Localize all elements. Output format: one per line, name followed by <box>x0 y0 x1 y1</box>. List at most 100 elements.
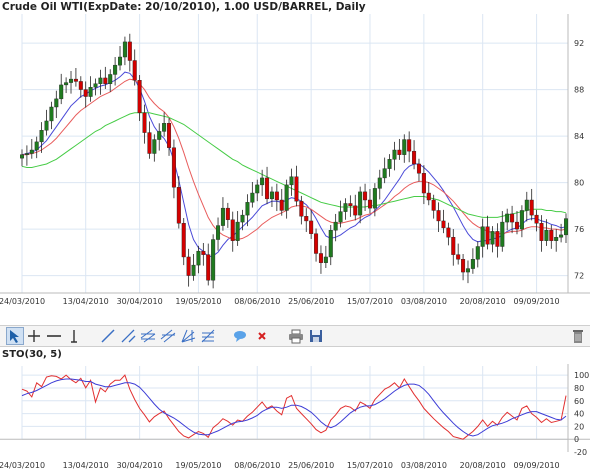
candle-body <box>245 202 250 216</box>
candle-body <box>20 154 25 159</box>
candle-body <box>529 199 534 216</box>
candle-body <box>441 220 446 229</box>
candle-body <box>24 153 29 155</box>
candle-body <box>54 98 59 108</box>
ray-line-tool-button[interactable] <box>120 328 136 344</box>
price-tick-label: 88 <box>574 86 584 95</box>
candle-body <box>480 226 485 247</box>
oscillator-tick-label: 60 <box>574 397 584 406</box>
comment-tool-button[interactable] <box>232 328 248 344</box>
candle-body <box>338 211 343 223</box>
oscillator-date-label: 13/04/2010 <box>63 461 109 470</box>
pointer-tool-button[interactable] <box>6 327 24 345</box>
candles <box>20 33 569 289</box>
candle-body <box>59 84 64 100</box>
price-chart[interactable]: 72 76 80 84 88 92 24/03/2010 13/04/2010 30/04/2… <box>0 0 590 323</box>
oscillator-grid <box>0 364 590 452</box>
candle-body <box>147 132 152 154</box>
candle-body <box>465 268 470 273</box>
trash-can-icon <box>573 330 583 343</box>
candle-body <box>524 199 529 211</box>
stochastic-chart[interactable]: -20 0 20 40 60 80 100 24/03/2010 13/04/2010 30/0… <box>0 346 590 473</box>
oscillator-date-label: 08/06/2010 <box>234 461 280 470</box>
candle-body <box>416 163 421 174</box>
delete-drawing-button[interactable] <box>254 328 270 344</box>
candle-body <box>113 64 118 75</box>
candle-body <box>206 254 211 281</box>
candle-body <box>73 78 78 82</box>
oscillator-lines <box>21 374 567 440</box>
print-button[interactable] <box>288 328 304 344</box>
fibonacci-icon <box>201 329 215 343</box>
price-tick-label: 84 <box>574 132 584 141</box>
candle-body <box>269 191 274 200</box>
oscillator-date-label: 19/05/2010 <box>175 461 221 470</box>
candle-body <box>225 207 230 220</box>
date-tick-label: 09/09/2010 <box>514 297 560 306</box>
oscillator-date-label: 25/06/2010 <box>288 461 334 470</box>
chart-title: Crude Oil WTI(ExpDate: 20/10/2010), 1.00… <box>2 1 366 13</box>
parallel-lines-icon <box>160 329 176 343</box>
candle-body <box>49 106 54 122</box>
candle-body <box>363 191 368 201</box>
date-tick-label: 20/08/2010 <box>460 297 506 306</box>
candle-body <box>157 131 162 140</box>
candle-body <box>235 221 240 241</box>
save-button[interactable] <box>308 328 324 344</box>
date-tick-label: 19/05/2010 <box>175 297 221 306</box>
candle-body <box>44 120 49 131</box>
candle-body <box>323 256 328 263</box>
candle-body <box>152 139 157 154</box>
candle-body <box>461 259 466 273</box>
candle-body <box>265 177 270 200</box>
fan-lines-tool-button[interactable] <box>180 328 196 344</box>
channel-tool-button[interactable] <box>140 328 156 344</box>
candle-body <box>88 87 93 97</box>
candle-body <box>382 168 387 179</box>
candle-body <box>284 184 289 211</box>
candle-body <box>196 250 201 266</box>
oscillator-tick-label: -20 <box>574 448 587 457</box>
candle-body <box>372 188 377 209</box>
candle-body <box>34 141 39 151</box>
candle-body <box>162 123 167 132</box>
pointer-icon <box>10 330 19 343</box>
trend-line-tool-button[interactable] <box>100 328 116 344</box>
candle-body <box>118 56 123 66</box>
oscillator-axis: -20 0 20 40 60 80 100 <box>574 371 589 457</box>
price-axis: 72 76 80 84 88 92 <box>574 39 584 281</box>
ray-line-icon <box>121 329 136 343</box>
parallel-lines-tool-button[interactable] <box>160 328 176 344</box>
candle-body <box>539 223 544 241</box>
candle-body <box>39 130 44 143</box>
candle-body <box>122 41 127 58</box>
candle-body <box>402 139 407 155</box>
candle-body <box>549 230 554 241</box>
horizontal-line-tool-button[interactable] <box>46 328 62 344</box>
crosshair-tool-button[interactable] <box>26 328 42 344</box>
vertical-line-tool-button[interactable] <box>66 328 82 344</box>
price-tick-label: 92 <box>574 39 584 48</box>
candle-body <box>250 192 255 203</box>
candle-body <box>78 81 83 90</box>
fibonacci-tool-button[interactable] <box>200 328 216 344</box>
candle-body <box>304 216 309 222</box>
printer-icon <box>289 329 303 344</box>
candle-body <box>171 147 176 188</box>
candle-body <box>216 225 221 240</box>
candle-body <box>299 200 304 217</box>
oscillator-tick-label: 0 <box>574 435 579 444</box>
date-tick-label: 03/08/2010 <box>401 297 447 306</box>
candle-body <box>142 112 147 133</box>
candle-body <box>358 191 363 216</box>
vertical-line-icon <box>71 330 77 343</box>
fan-lines-icon <box>181 329 196 343</box>
candle-body <box>367 199 372 209</box>
oscillator-date-label: 20/08/2010 <box>460 461 506 470</box>
candle-body <box>412 150 417 165</box>
drawing-toolbar <box>0 325 590 347</box>
clear-all-button[interactable] <box>570 328 586 344</box>
candle-body <box>470 259 475 269</box>
candle-body <box>255 184 260 194</box>
candle-body <box>211 239 216 281</box>
